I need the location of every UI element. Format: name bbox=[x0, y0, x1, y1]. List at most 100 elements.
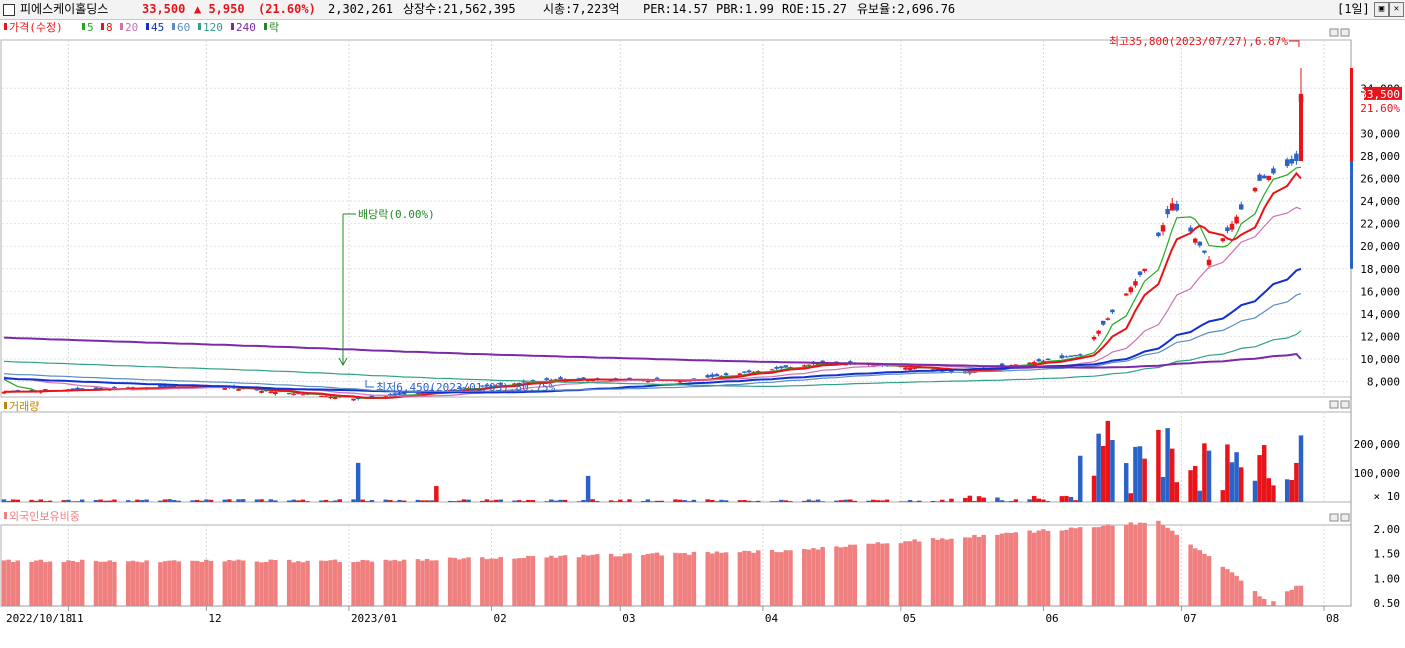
select-checkbox[interactable] bbox=[3, 4, 15, 16]
foreign-holding-bar bbox=[208, 560, 214, 606]
price-candle bbox=[415, 393, 421, 395]
volume-bar bbox=[843, 499, 848, 502]
foreign-holding-bar bbox=[558, 555, 563, 606]
volume-bar bbox=[484, 499, 490, 502]
volume-bar bbox=[1059, 496, 1065, 502]
volume-bar bbox=[1220, 490, 1226, 502]
foreign-holding-bar bbox=[673, 552, 678, 606]
volume-bar bbox=[1257, 455, 1262, 502]
foreign-holding-bar bbox=[29, 561, 34, 606]
chart-axes: 8,000 10,000 12,000 14,000 16,000 18,000 20,00… bbox=[2, 40, 1400, 625]
foreign-holding-bar bbox=[815, 549, 821, 606]
volume-bar bbox=[1192, 465, 1198, 502]
foreign-holding-bar bbox=[102, 561, 108, 606]
foreign-tick-label: 2.00 bbox=[1374, 523, 1401, 536]
volume-bar bbox=[1100, 445, 1106, 502]
close-icon[interactable]: ✕ bbox=[1389, 2, 1404, 17]
foreign-holding-bar bbox=[1100, 525, 1106, 606]
volume-bar bbox=[328, 501, 333, 502]
volume-bar bbox=[305, 501, 310, 502]
volume-bar bbox=[516, 500, 522, 502]
price-candle bbox=[452, 389, 457, 391]
price-candle bbox=[1165, 208, 1170, 215]
price-candle bbox=[1261, 175, 1267, 179]
volume-bar bbox=[1169, 448, 1175, 502]
volume-bar bbox=[332, 500, 338, 502]
volume-bar bbox=[369, 500, 375, 502]
volume-bar bbox=[33, 500, 39, 502]
foreign-holding-bar bbox=[1142, 522, 1147, 606]
volume-bar bbox=[231, 501, 237, 502]
volume-bar bbox=[871, 499, 876, 502]
foreign-holding-bar bbox=[194, 560, 200, 606]
price-candle bbox=[723, 373, 729, 376]
foreign-holding-bar bbox=[1096, 527, 1101, 606]
volume-bar bbox=[29, 499, 34, 502]
volume-bar bbox=[627, 499, 632, 502]
price-candle bbox=[1100, 320, 1106, 325]
foreign-holding-bar bbox=[521, 558, 526, 606]
price-tick-label: 8,000 bbox=[1367, 376, 1400, 389]
price-candle bbox=[1229, 223, 1235, 230]
price-candle bbox=[112, 386, 117, 389]
foreign-holding-bar bbox=[618, 556, 623, 606]
foreign-holding-bar bbox=[1192, 548, 1198, 606]
volume-bar bbox=[176, 500, 182, 502]
foreign-holding-bar bbox=[875, 542, 881, 606]
price-candle bbox=[158, 385, 163, 388]
price-candle bbox=[1110, 309, 1115, 313]
foreign-holding-bar bbox=[627, 553, 632, 606]
price-candle bbox=[98, 387, 103, 390]
foreign-holding-bar bbox=[1013, 532, 1019, 606]
foreign-holding-bar bbox=[1238, 580, 1244, 606]
price-candle bbox=[1160, 225, 1166, 232]
foreign-holding-bar bbox=[687, 554, 692, 606]
foreign-holding-bar bbox=[38, 559, 44, 606]
price-candle bbox=[1284, 159, 1290, 166]
price-candle bbox=[714, 374, 720, 377]
foreign-holding-bar bbox=[613, 556, 618, 606]
volume-bar bbox=[898, 501, 904, 502]
volume-bar bbox=[875, 500, 881, 502]
foreign-holding-bar bbox=[15, 560, 21, 606]
volume-bar bbox=[1298, 435, 1304, 502]
volume-bar bbox=[383, 499, 388, 502]
last-pct-tag: 21.60% bbox=[1360, 102, 1400, 115]
volume-bar bbox=[112, 499, 117, 502]
legend-label: 45 bbox=[151, 21, 164, 34]
foreign-holding-bar bbox=[774, 552, 779, 606]
volume-bar bbox=[167, 499, 172, 502]
foreign-holding-bar bbox=[1188, 544, 1193, 606]
price-candle bbox=[581, 377, 586, 380]
volume-bar bbox=[240, 499, 246, 502]
price-candle bbox=[512, 383, 517, 386]
price-candle bbox=[1234, 216, 1239, 224]
foreign-holding-bar bbox=[967, 537, 973, 606]
volume-bar bbox=[751, 501, 756, 502]
foreign-holding-bar bbox=[981, 534, 986, 606]
price-candle bbox=[388, 394, 393, 396]
foreign-holding-bar bbox=[852, 544, 858, 606]
period-selector[interactable]: [1일] bbox=[1337, 2, 1370, 16]
price-candle bbox=[1169, 203, 1175, 211]
price-tick-label: 30,000 bbox=[1360, 127, 1400, 140]
price-candle bbox=[1266, 175, 1272, 181]
price-candle bbox=[167, 385, 172, 388]
price-candle bbox=[705, 375, 710, 378]
foreign-holding-bar bbox=[1041, 529, 1046, 606]
x-tick-label: 06 bbox=[1045, 612, 1058, 625]
volume-bar bbox=[1229, 462, 1235, 502]
volume-bar bbox=[976, 496, 982, 502]
price-candle bbox=[769, 369, 775, 371]
foreign-holding-bar bbox=[590, 554, 595, 606]
foreign-holding-bar bbox=[93, 560, 99, 606]
volume-bar bbox=[802, 500, 807, 502]
volume-bar bbox=[6, 500, 11, 502]
last-price-tag-bg bbox=[1364, 86, 1402, 100]
foreign-holding-bar bbox=[553, 557, 559, 606]
price-candle bbox=[130, 387, 136, 389]
volume-bar bbox=[171, 500, 177, 502]
maximize-icon[interactable]: ▣ bbox=[1374, 2, 1389, 17]
price-candle bbox=[1225, 227, 1230, 232]
foreign-holding-bar bbox=[493, 558, 499, 606]
